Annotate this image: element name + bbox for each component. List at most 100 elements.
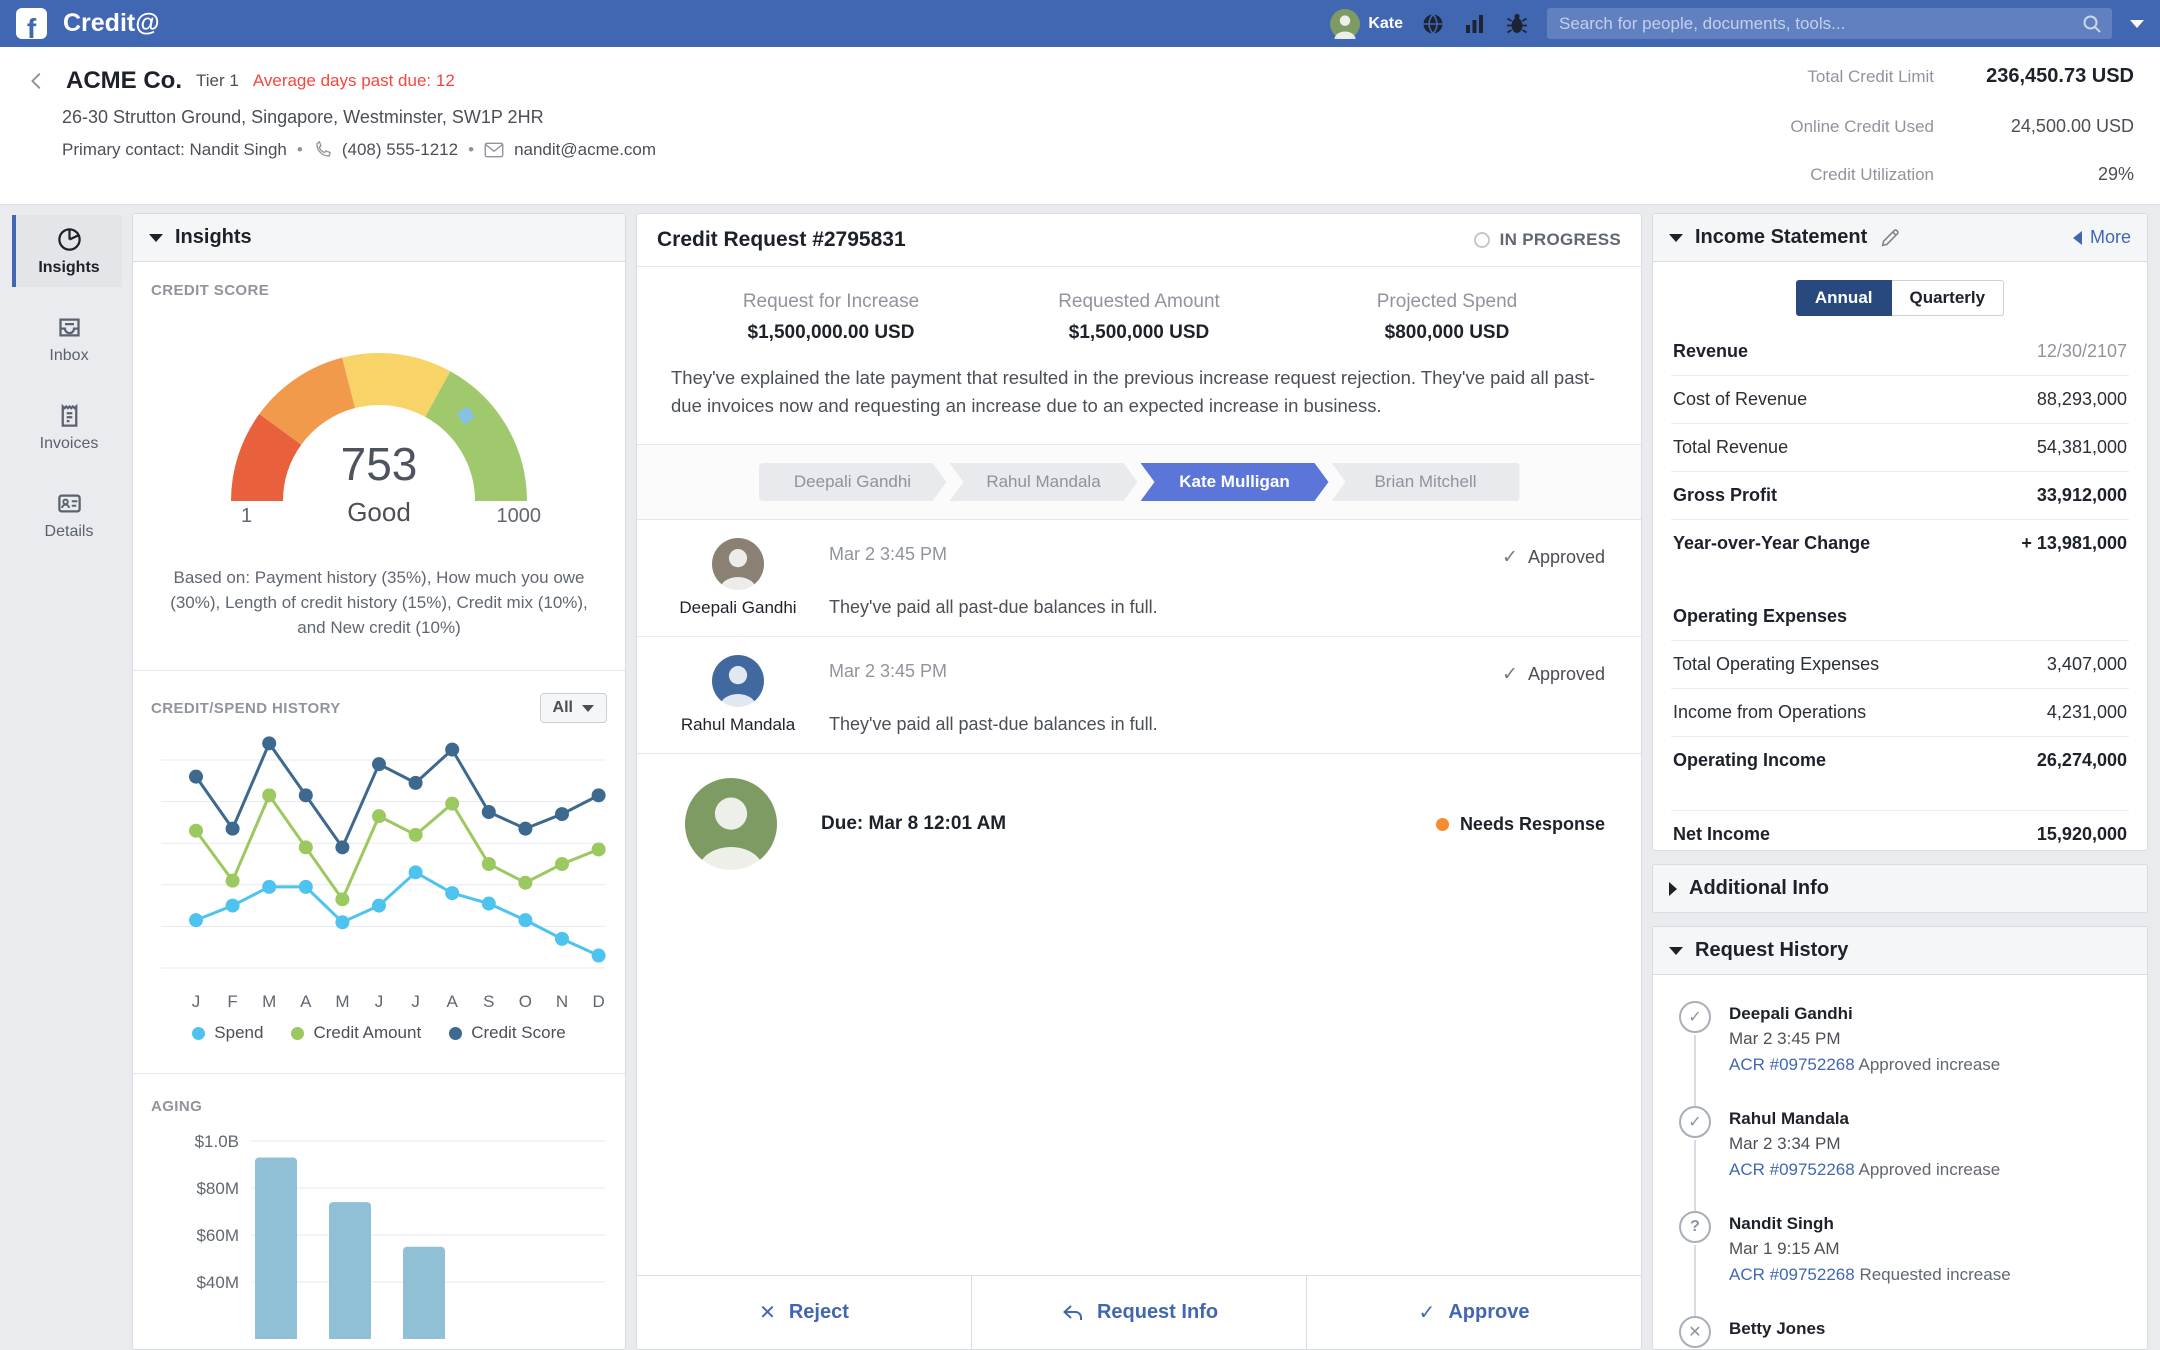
avatar-image: [685, 778, 777, 870]
approve-button[interactable]: ✓ Approve: [1306, 1276, 1641, 1349]
approval-comment: They've paid all past-due balances in fu…: [829, 597, 1158, 617]
history-entry-action-line: ACR #09752268 Approved increase: [1729, 1052, 2000, 1078]
avatar: [712, 538, 764, 590]
edit-pencil-icon[interactable]: [1879, 227, 1901, 249]
approval-time: Mar 2 3:45 PM: [829, 661, 948, 681]
more-link[interactable]: More: [2072, 227, 2131, 248]
acr-link[interactable]: ACR #09752268: [1729, 1055, 1855, 1074]
legend-item: Credit Score: [449, 1023, 566, 1043]
history-entry-action: Approved increase: [1854, 1055, 2001, 1074]
svg-text:$60M: $60M: [196, 1226, 239, 1245]
chain-step[interactable]: Kate Mulligan: [1141, 463, 1329, 501]
x-icon: ✕: [759, 1302, 776, 1324]
credit-score-value: 753: [340, 438, 418, 490]
bug-icon[interactable]: [1505, 12, 1529, 36]
income-row: Year-over-Year Change + 13,981,000: [1671, 520, 2129, 567]
svg-text:F: F: [227, 992, 237, 1011]
sidebar-item-details[interactable]: Details: [12, 479, 122, 551]
chart-legend: Spend Credit Amount Credit Score: [151, 1023, 607, 1043]
primary-contact: Primary contact: Nandit Singh: [62, 140, 287, 159]
history-entry-detail: Betty Jones: [1729, 1316, 1825, 1348]
collapse-caret-icon: [149, 233, 163, 242]
toggle-annual[interactable]: Annual: [1795, 280, 1892, 316]
sidebar-item-label: Invoices: [39, 434, 99, 452]
toggle-quarterly[interactable]: Quarterly: [1891, 280, 2005, 316]
legend-dot-icon: [192, 1026, 206, 1040]
request-description: They've explained the late payment that …: [671, 367, 1596, 416]
history-filter-dropdown[interactable]: All: [539, 693, 607, 723]
income-rows: Revenue 12/30/2107 Cost of Revenue 88,293,0…: [1653, 324, 2147, 850]
history-entry: ✓ Rahul Mandala Mar 2 3:34 PM ACR #09752268…: [1679, 1106, 2127, 1215]
acr-link[interactable]: ACR #09752268: [1729, 1265, 1855, 1284]
check-icon: ✓: [1502, 547, 1518, 568]
search-input[interactable]: [1547, 8, 2112, 39]
income-row-label: Gross Profit: [1673, 485, 1778, 505]
history-entry-action: Requested increase: [1854, 1265, 2011, 1284]
history-entry-name: Rahul Mandala: [1729, 1109, 1849, 1128]
legend-label: Spend: [214, 1023, 264, 1042]
aging-chart: $1.0B $80M $60M $40M: [151, 1129, 607, 1339]
sidebar-item-invoices[interactable]: Invoices: [12, 391, 122, 463]
pie-chart-icon: [56, 226, 83, 253]
additional-info-panel: Additional Info: [1652, 864, 2148, 913]
approval-status: ✓ Approved: [1502, 538, 1619, 569]
income-statement-title: Income Statement: [1695, 226, 1868, 248]
income-row-value: + 13,981,000: [2021, 533, 2127, 553]
insights-panel-header[interactable]: Insights: [133, 214, 625, 262]
avatar: [1330, 8, 1361, 39]
history-entry: ? Nandit Singh Mar 1 9:15 AM ACR #09752268 …: [1679, 1211, 2127, 1320]
history-entry-action-line: ACR #09752268 Approved increase: [1729, 1157, 2000, 1183]
avatar-image: [712, 655, 764, 707]
app-title: Credit@: [63, 9, 160, 37]
legend-dot-icon: [291, 1026, 305, 1040]
reject-button[interactable]: ✕ Reject: [637, 1276, 971, 1349]
credit-summary-label: Credit Utilization: [1810, 165, 1934, 185]
sidebar-item-label: Inbox: [49, 346, 89, 364]
additional-info-header[interactable]: Additional Info: [1653, 865, 2147, 912]
bar-chart-icon[interactable]: [1463, 12, 1487, 36]
past-due-alert: Average days past due: 12: [252, 71, 455, 90]
chain-step[interactable]: Brian Mitchell: [1331, 463, 1520, 501]
user-menu[interactable]: Kate: [1330, 8, 1403, 39]
income-row-value: 54,381,000: [2036, 437, 2127, 457]
svg-text:D: D: [592, 992, 604, 1011]
legend-label: Credit Amount: [313, 1023, 422, 1042]
approval-status: ✓ Approved: [1502, 655, 1619, 686]
sidebar-item-insights[interactable]: Insights: [12, 215, 122, 287]
request-stat-value: $1,500,000 USD: [1068, 322, 1210, 343]
acr-link[interactable]: ACR #09752268: [1729, 1160, 1855, 1179]
income-row-value: 15,920,000: [2036, 824, 2127, 844]
sidebar-item-inbox[interactable]: Inbox: [12, 303, 122, 375]
search-icon[interactable]: [2082, 14, 2102, 34]
action-bar: ✕ Reject Request Info ✓ Approve: [637, 1275, 1641, 1349]
check-icon: ✓: [1418, 1302, 1436, 1324]
request-stat-label: Request for Increase: [742, 291, 920, 312]
globe-icon[interactable]: [1421, 12, 1445, 36]
svg-text:J: J: [375, 992, 384, 1011]
contact-email[interactable]: nandit@acme.com: [514, 140, 657, 159]
request-history-panel: Request History ✓ Deepali Gandhi Mar 2 3:4…: [1652, 926, 2148, 1350]
history-entry-name: Betty Jones: [1729, 1319, 1826, 1338]
avatar-image: [1330, 8, 1361, 39]
request-history-header[interactable]: Request History: [1653, 927, 2147, 975]
income-statement-header[interactable]: Income Statement More: [1653, 214, 2147, 262]
request-info-button[interactable]: Request Info: [971, 1276, 1306, 1349]
nav-dropdown-caret-icon[interactable]: [2130, 19, 2144, 28]
chain-step[interactable]: Deepali Gandhi: [759, 463, 947, 501]
sidebar-item-label: Details: [44, 522, 94, 540]
history-entry-detail: Deepali Gandhi Mar 2 3:45 PM ACR #09752268…: [1729, 1001, 2000, 1078]
history-entry-detail: Nandit Singh Mar 1 9:15 AM ACR #09752268 R…: [1729, 1211, 2011, 1288]
contact-phone[interactable]: (408) 555-1212: [341, 140, 459, 159]
approval-comment: They've paid all past-due balances in fu…: [829, 714, 1158, 734]
facebook-logo-icon[interactable]: f: [16, 8, 47, 39]
avatar-image: [712, 538, 764, 590]
back-chevron-icon[interactable]: [26, 70, 48, 92]
history-label: CREDIT/SPEND HISTORY: [151, 699, 341, 717]
history-entry: ✕ Betty Jones: [1679, 1316, 2127, 1349]
income-row-label: Revenue: [1673, 341, 1749, 361]
approval-time: Mar 2 3:45 PM: [829, 544, 948, 564]
chain-step[interactable]: Rahul Mandala: [950, 463, 1138, 501]
needs-response-badge: Needs Response: [1435, 814, 1619, 835]
collapse-caret-icon: [1669, 233, 1683, 242]
